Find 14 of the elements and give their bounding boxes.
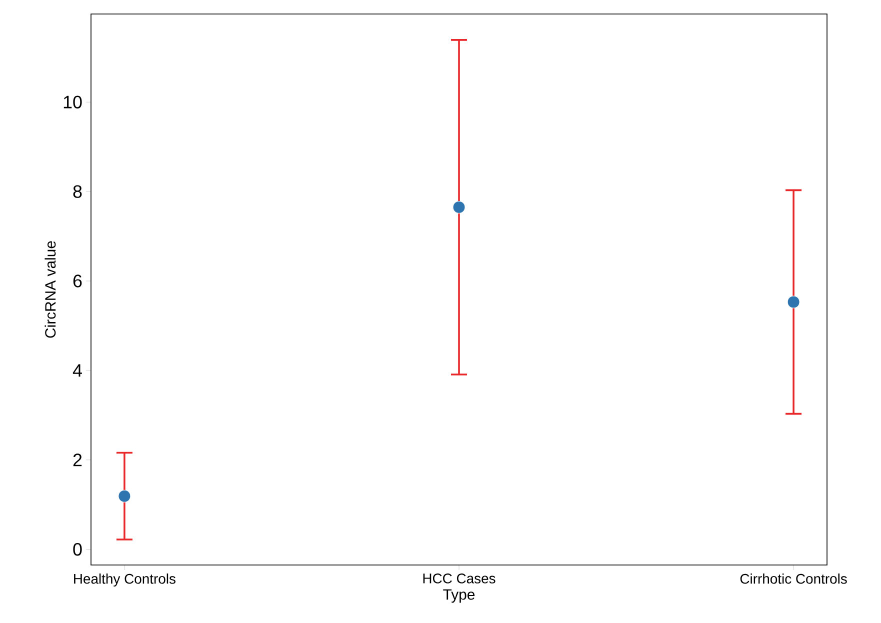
- y-axis-title: CircRNA value: [44, 241, 56, 338]
- x-tick-label: Healthy Controls: [74, 574, 176, 587]
- x-tick-label: HCC Cases: [423, 574, 496, 584]
- y-tick-label: 6: [73, 274, 82, 288]
- y-tick-label: 4: [72, 364, 82, 377]
- y-tick-label: 8: [73, 185, 82, 198]
- x-axis-title: Type: [443, 589, 475, 603]
- y-tick-label: 2: [73, 454, 82, 466]
- point: [452, 200, 466, 214]
- x-tick-label: Cirrhotic Controls: [740, 574, 847, 584]
- point: [787, 296, 800, 308]
- point: [118, 490, 131, 502]
- y-tick-label: 0: [73, 542, 82, 556]
- y-tick-label: 10: [64, 96, 82, 108]
